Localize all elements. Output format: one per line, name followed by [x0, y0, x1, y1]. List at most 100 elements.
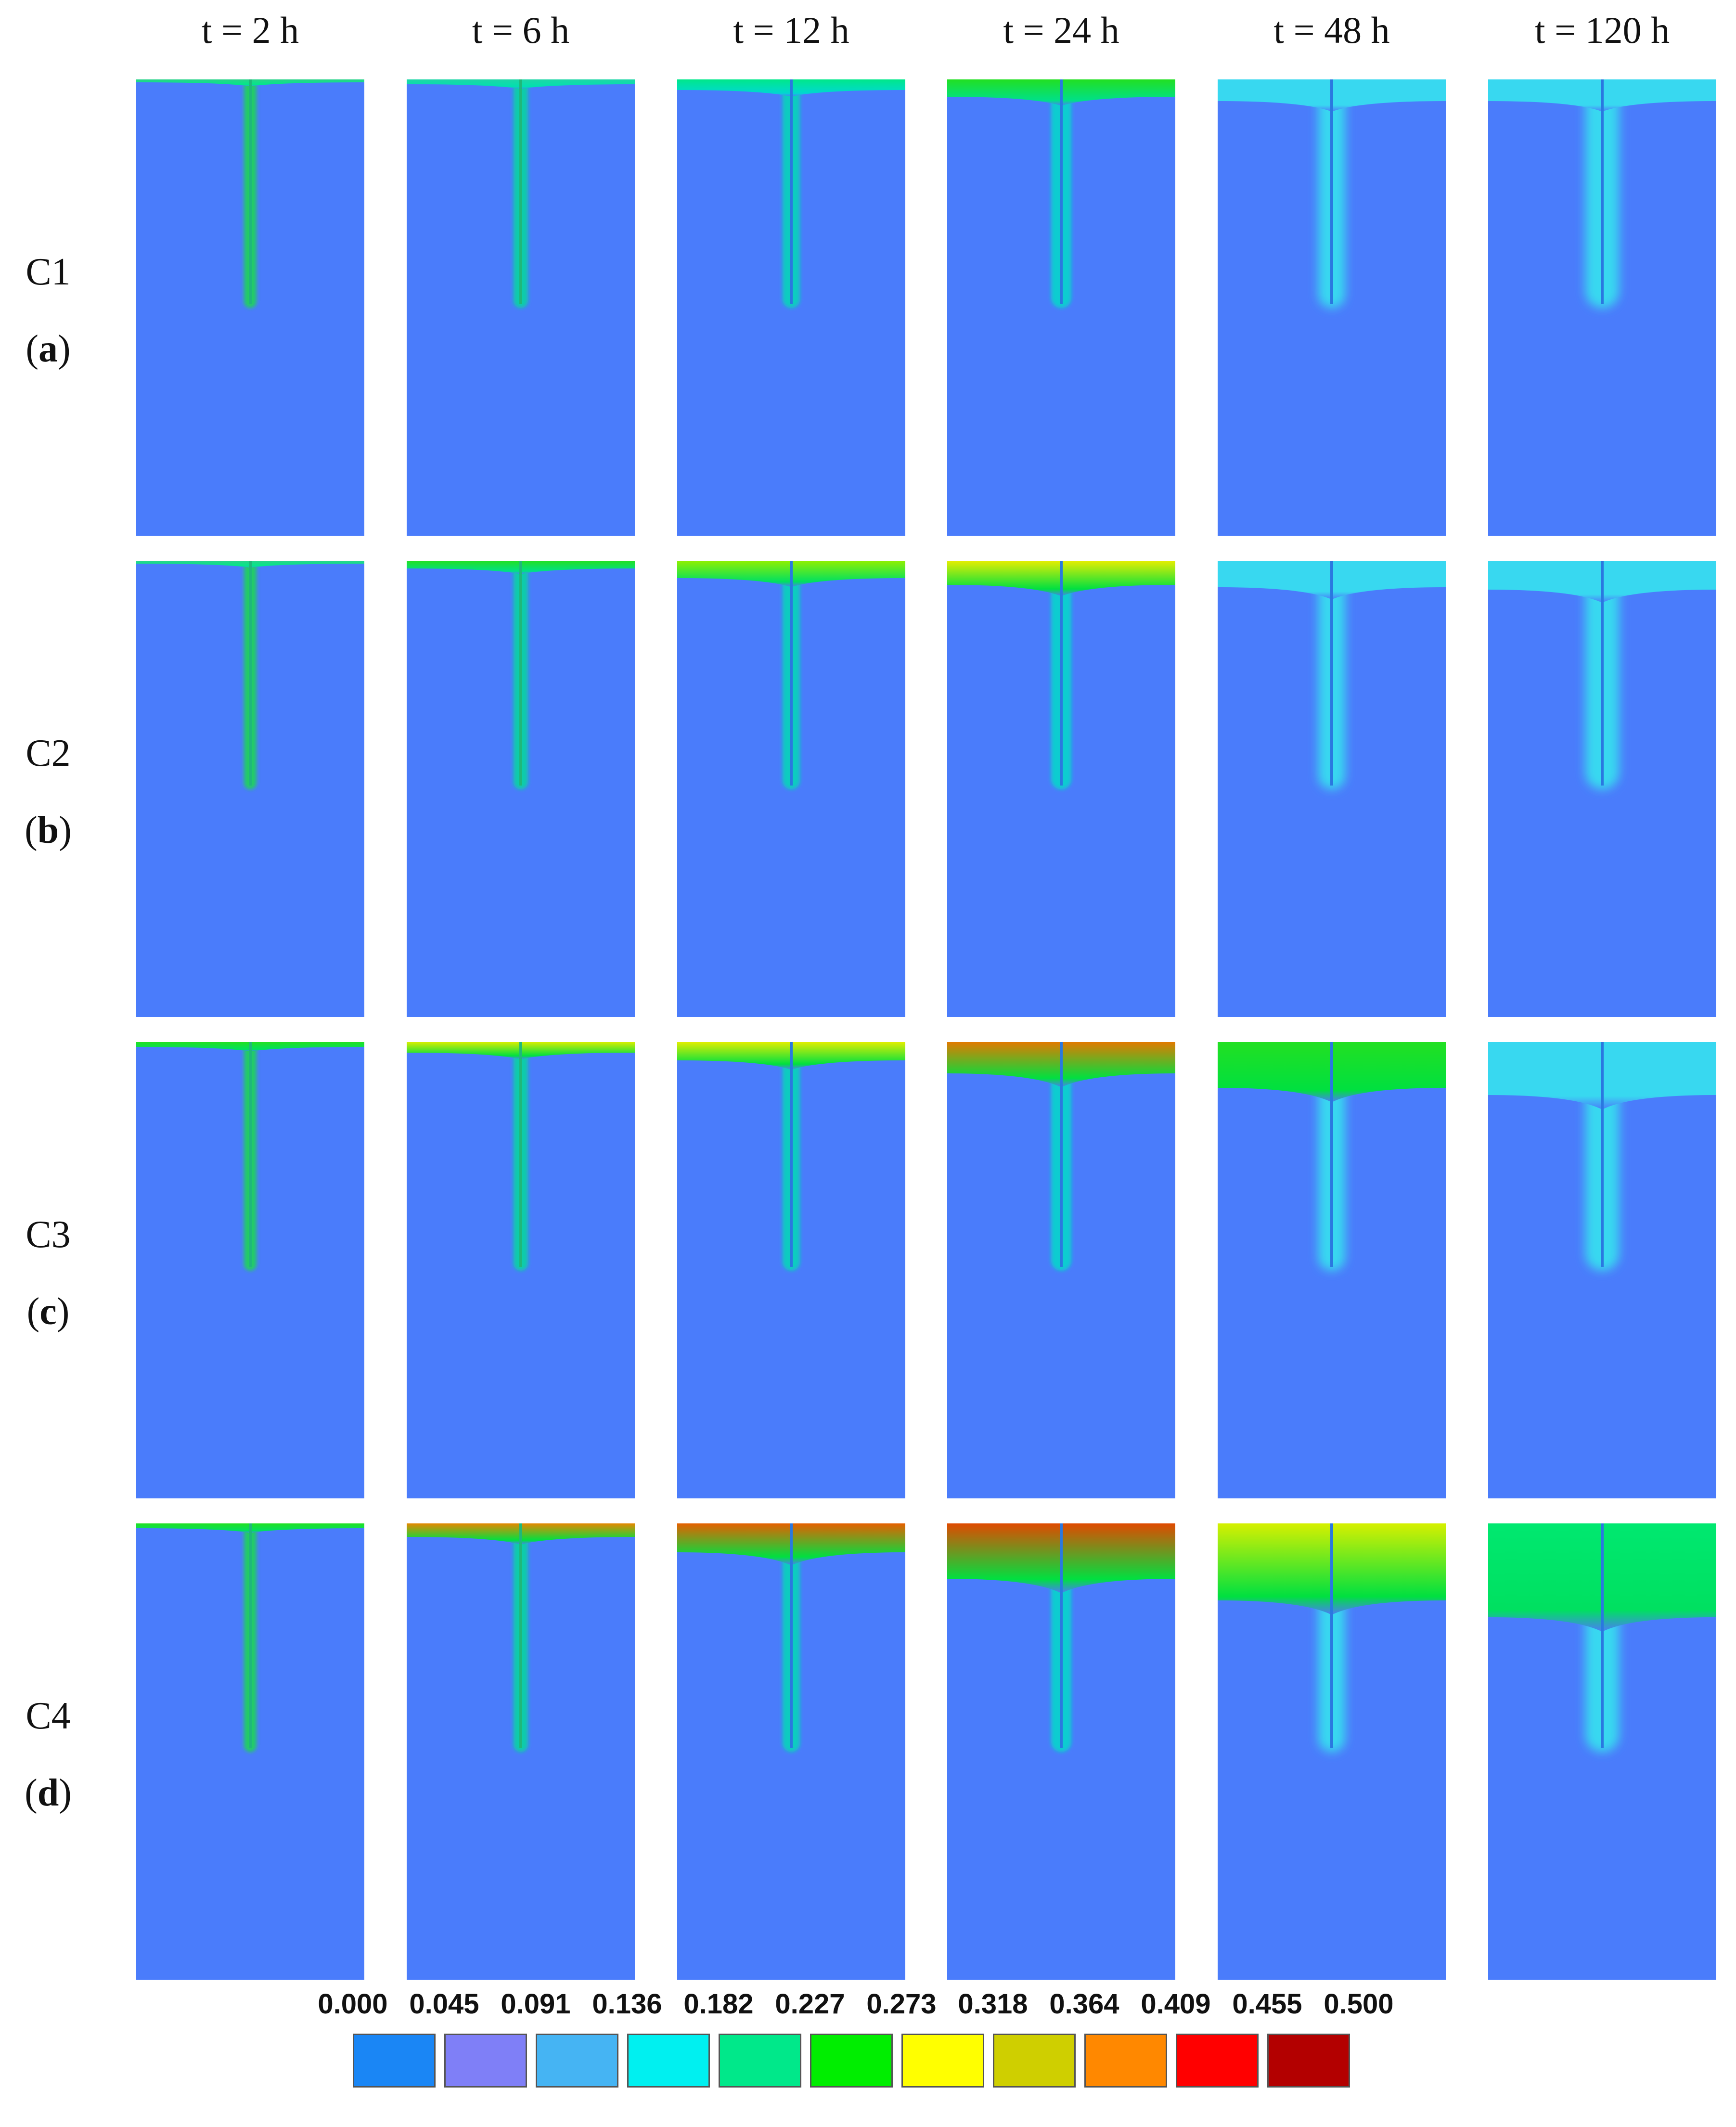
contour-panel — [407, 79, 635, 536]
contour-panel — [136, 1042, 364, 1498]
contour-field — [407, 561, 635, 1017]
contour-panel — [1488, 79, 1716, 536]
fracture-line — [1601, 1523, 1604, 1748]
row-tag: (c) — [10, 1290, 87, 1334]
contour-field — [677, 1523, 905, 1980]
contour-field — [1218, 1042, 1446, 1498]
fracture-line — [519, 1523, 522, 1748]
fracture-line — [790, 561, 793, 786]
row-tag-letter: b — [37, 809, 59, 851]
contour-panel — [407, 561, 635, 1017]
row-label: C2 — [26, 732, 71, 774]
contour-panel — [677, 561, 905, 1017]
row-tag: (d) — [10, 1771, 87, 1815]
row-label: C4 — [26, 1695, 71, 1737]
contour-field — [1488, 1523, 1716, 1980]
contour-panel — [407, 1042, 635, 1498]
legend-value: 0.500 — [1324, 1988, 1394, 2020]
column-title: t = 120 h — [1534, 9, 1670, 51]
row-tag-close: ) — [59, 809, 72, 851]
contour-panel — [136, 79, 364, 536]
legend-value: 0.455 — [1232, 1988, 1302, 2020]
legend-value: 0.364 — [1049, 1988, 1119, 2020]
contour-field — [677, 561, 905, 1017]
contour-field — [407, 1523, 635, 1980]
fracture-line — [519, 79, 522, 304]
fracture-line — [249, 79, 252, 304]
fracture-line — [249, 561, 252, 786]
contour-field — [1218, 79, 1446, 536]
legend-swatch — [1267, 2034, 1350, 2088]
fracture-line — [1060, 1523, 1063, 1748]
contour-field — [677, 1042, 905, 1498]
column-title: t = 48 h — [1273, 9, 1390, 51]
row-tag-letter: d — [37, 1772, 59, 1814]
legend-swatch — [627, 2034, 710, 2088]
contour-field — [1218, 561, 1446, 1017]
legend-swatch — [1084, 2034, 1167, 2088]
contour-panel — [1488, 561, 1716, 1017]
contour-field — [1218, 1523, 1446, 1980]
fracture-line — [1330, 1042, 1333, 1267]
row-tag-letter: c — [39, 1290, 57, 1333]
row-tag-open: ( — [26, 1290, 40, 1333]
contour-panel — [1488, 1042, 1716, 1498]
contour-panel — [947, 1523, 1175, 1980]
row-label: C1 — [26, 251, 71, 293]
row-tag-open: ( — [25, 1772, 38, 1814]
contour-field — [136, 79, 364, 536]
contour-panel — [947, 1042, 1175, 1498]
contour-field — [407, 1042, 635, 1498]
contour-panel — [947, 561, 1175, 1017]
legend-value: 0.318 — [958, 1988, 1028, 2020]
legend-swatch — [901, 2034, 984, 2088]
legend-swatch — [810, 2034, 893, 2088]
row-tag-letter: a — [39, 328, 58, 370]
column-title: t = 6 h — [472, 9, 570, 51]
fracture-line — [1060, 79, 1063, 304]
fracture-line — [249, 1523, 252, 1748]
contour-field — [407, 79, 635, 536]
fracture-line — [1060, 561, 1063, 786]
legend-swatch — [719, 2034, 801, 2088]
fracture-line — [1601, 1042, 1604, 1267]
contour-field — [1488, 561, 1716, 1017]
fracture-line — [790, 1042, 793, 1267]
row-tag-close: ) — [56, 1290, 70, 1333]
contour-panel — [136, 1523, 364, 1980]
fracture-line — [1601, 561, 1604, 786]
contour-panel — [1218, 1042, 1446, 1498]
legend-value: 0.136 — [592, 1988, 662, 2020]
legend-swatch — [353, 2034, 436, 2088]
contour-field — [136, 561, 364, 1017]
column-title: t = 24 h — [1003, 9, 1119, 51]
contour-panel — [677, 79, 905, 536]
fracture-line — [1330, 561, 1333, 786]
fracture-line — [1601, 79, 1604, 304]
legend-value: 0.409 — [1141, 1988, 1211, 2020]
row-tag-close: ) — [59, 1772, 72, 1814]
contour-panel — [1218, 79, 1446, 536]
contour-field — [947, 79, 1175, 536]
fracture-line — [519, 1042, 522, 1267]
legend-value: 0.273 — [866, 1988, 937, 2020]
row-tag-open: ( — [26, 328, 39, 370]
contour-panel — [136, 561, 364, 1017]
contour-panel — [1218, 1523, 1446, 1980]
row-tag-open: ( — [25, 809, 38, 851]
contour-field — [1488, 1042, 1716, 1498]
legend-swatch — [444, 2034, 527, 2088]
column-title: t = 12 h — [733, 9, 849, 51]
legend-value: 0.227 — [775, 1988, 845, 2020]
fracture-line — [790, 1523, 793, 1748]
fracture-line — [519, 561, 522, 786]
contour-panel — [677, 1042, 905, 1498]
contour-field — [677, 79, 905, 536]
fracture-line — [1330, 79, 1333, 304]
contour-field — [947, 1042, 1175, 1498]
contour-panel — [677, 1523, 905, 1980]
legend-swatch — [993, 2034, 1076, 2088]
legend-value: 0.182 — [683, 1988, 754, 2020]
fracture-line — [1060, 1042, 1063, 1267]
